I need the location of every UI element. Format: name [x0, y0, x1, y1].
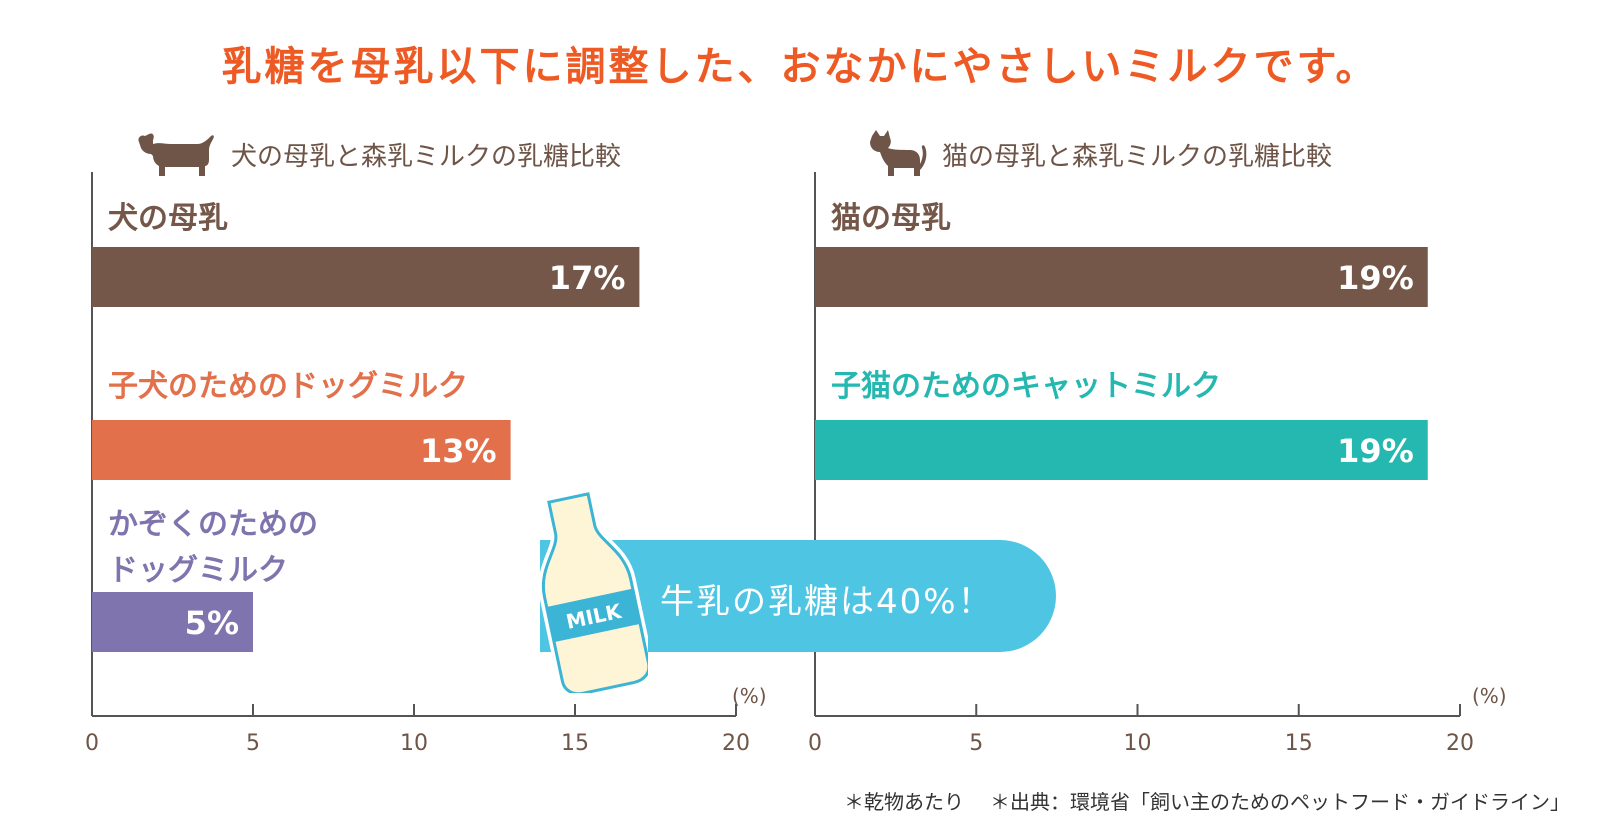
left-category-label-line: かぞくのための: [108, 507, 318, 542]
right-tick-label: 0: [808, 731, 822, 756]
left-category-label-line: 犬の母乳: [108, 201, 228, 236]
left-tick-label: 10: [400, 731, 428, 756]
right-chart-title-text: 猫の母乳と森乳ミルクの乳糖比較: [942, 141, 1333, 172]
left-chart-title: 犬の母乳と森乳ミルクの乳糖比較: [135, 130, 621, 178]
left-tick-label: 0: [85, 731, 99, 756]
right-chart-title: 猫の母乳と森乳ミルクの乳糖比較: [868, 130, 1332, 178]
right-tick-label: 20: [1446, 731, 1474, 756]
left-bar-value-label: 17%: [549, 259, 626, 297]
right-bar-value-label: 19%: [1337, 259, 1414, 297]
footnote-basis: ＊乾物あたり: [844, 790, 964, 814]
left-tick-label: 20: [722, 731, 750, 756]
left-chart-title-text: 犬の母乳と森乳ミルクの乳糖比較: [231, 141, 622, 172]
left-category-label-line: ドッグミルク: [108, 553, 288, 588]
milk-bottle-icon: MILK: [538, 488, 648, 693]
left-bar-value-label: 5%: [185, 604, 239, 642]
left-bar: [92, 420, 511, 480]
left-category-label: 犬の母乳: [108, 196, 228, 242]
right-bar: [815, 247, 1428, 307]
right-bar: [815, 420, 1428, 480]
right-tick-label: 10: [1124, 731, 1152, 756]
left-unit-label: (%): [732, 684, 767, 708]
left-bar: [92, 247, 640, 307]
left-category-label: 子犬のためのドッグミルク: [108, 364, 468, 410]
headline: 乳糖を母乳以下に調整した、おなかにやさしいミルクです。: [221, 44, 1379, 90]
dachshund-icon: [138, 133, 214, 176]
right-category-label-line: 猫の母乳: [831, 201, 951, 236]
left-tick-label: 15: [561, 731, 589, 756]
footnote-source: ＊出典：環境省「飼い主のためのペットフード・ガイドライン」: [990, 790, 1570, 814]
right-tick-label: 15: [1285, 731, 1313, 756]
left-tick-label: 5: [246, 731, 260, 756]
callout-text: 牛乳の乳糖は40%！: [660, 582, 994, 622]
footnote: ＊乾物あたり ＊出典：環境省「飼い主のためのペットフード・ガイドライン」: [844, 786, 1570, 815]
right-category-label-line: 子猫のためのキャットミルク: [831, 369, 1221, 404]
cat-icon: [870, 130, 927, 176]
left-bar: [92, 592, 253, 652]
right-tick-label: 5: [969, 731, 983, 756]
right-category-label: 子猫のためのキャットミルク: [831, 364, 1221, 410]
right-category-label: 猫の母乳: [831, 196, 951, 242]
right-bar-value-label: 19%: [1337, 432, 1414, 470]
left-bar-value-label: 13%: [420, 432, 497, 470]
right-unit-label: (%): [1472, 684, 1507, 708]
left-category-label-line: 子犬のためのドッグミルク: [108, 369, 468, 404]
left-category-label: かぞくのための ドッグミルク: [108, 502, 318, 594]
